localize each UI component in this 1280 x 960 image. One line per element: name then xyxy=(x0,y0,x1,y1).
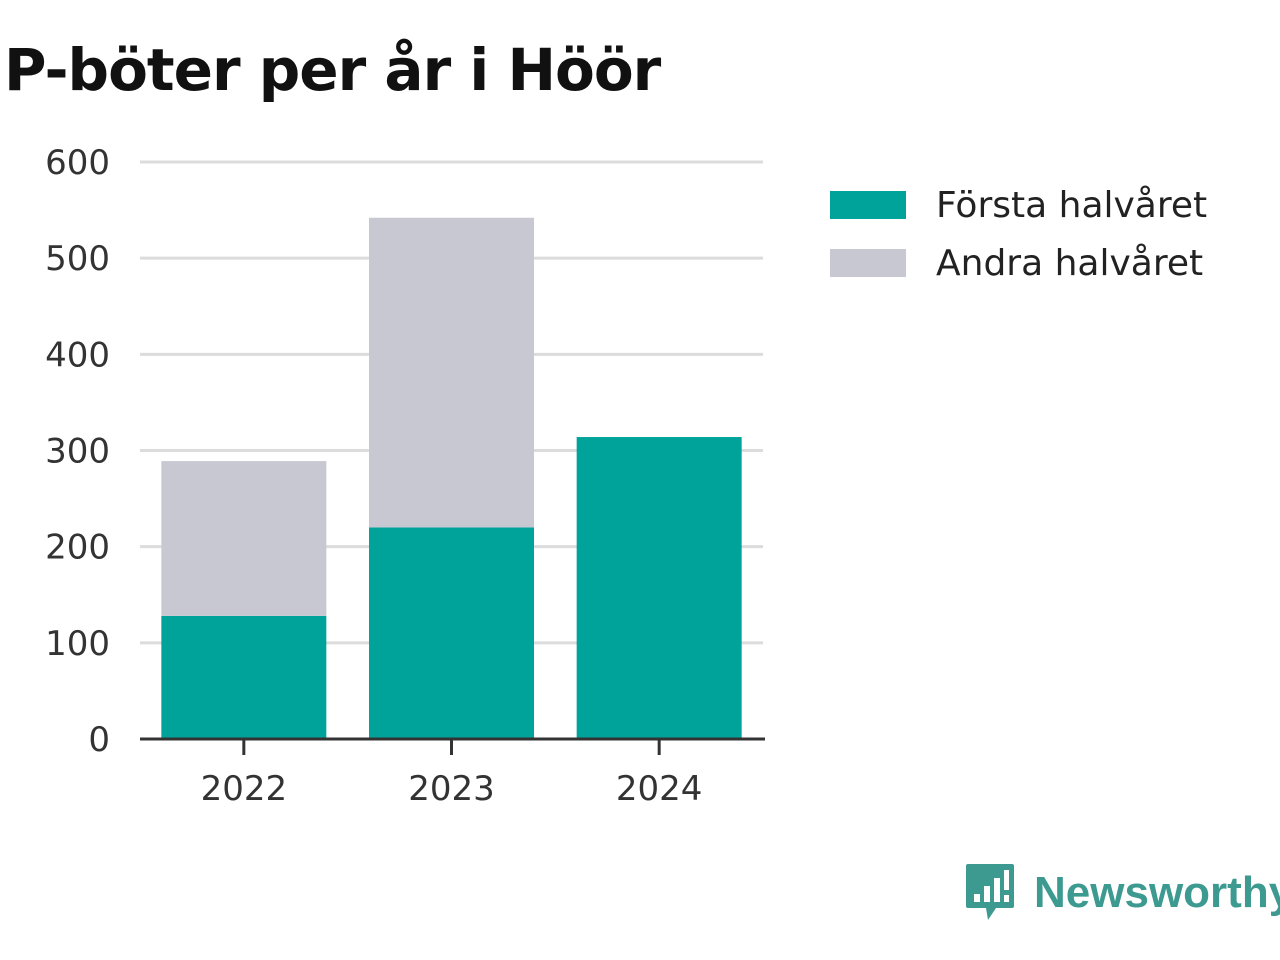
bar-first-half-2024 xyxy=(576,437,742,739)
y-tick-label: 600 xyxy=(45,143,110,183)
bar-first-half-2022 xyxy=(161,615,327,739)
y-tick-label: 300 xyxy=(45,432,110,472)
bar-second-half-2022 xyxy=(161,461,327,616)
newsworthy-logo-icon xyxy=(966,864,1014,920)
brand-logo: Newsworthy xyxy=(964,862,1280,924)
y-tick-label: 400 xyxy=(45,335,110,375)
x-tick-label: 2023 xyxy=(408,769,495,809)
brand-name: Newsworthy xyxy=(1034,868,1280,917)
x-tick-label: 2022 xyxy=(201,769,288,809)
chart-title: P-böter per år i Höör xyxy=(4,36,661,104)
legend-item-first-half: Första halvåret xyxy=(830,176,1207,234)
legend-swatch-second-half xyxy=(830,249,906,277)
legend: Första halvåret Andra halvåret xyxy=(830,176,1207,292)
bar-chart: 0 100 200 300 400 500 600 2022 2023 2024 xyxy=(45,143,765,809)
legend-item-second-half: Andra halvåret xyxy=(830,234,1207,292)
x-tick-label: 2024 xyxy=(616,769,703,809)
bar-second-half-2023 xyxy=(369,217,534,528)
y-tick-label: 500 xyxy=(45,239,110,279)
y-tick-label: 200 xyxy=(45,528,110,568)
y-tick-label: 100 xyxy=(45,624,110,664)
y-tick-label: 0 xyxy=(88,720,110,760)
legend-swatch-first-half xyxy=(830,191,906,219)
legend-label-second-half: Andra halvåret xyxy=(936,242,1204,284)
bar-first-half-2023 xyxy=(369,527,534,739)
legend-label-first-half: Första halvåret xyxy=(936,184,1208,226)
